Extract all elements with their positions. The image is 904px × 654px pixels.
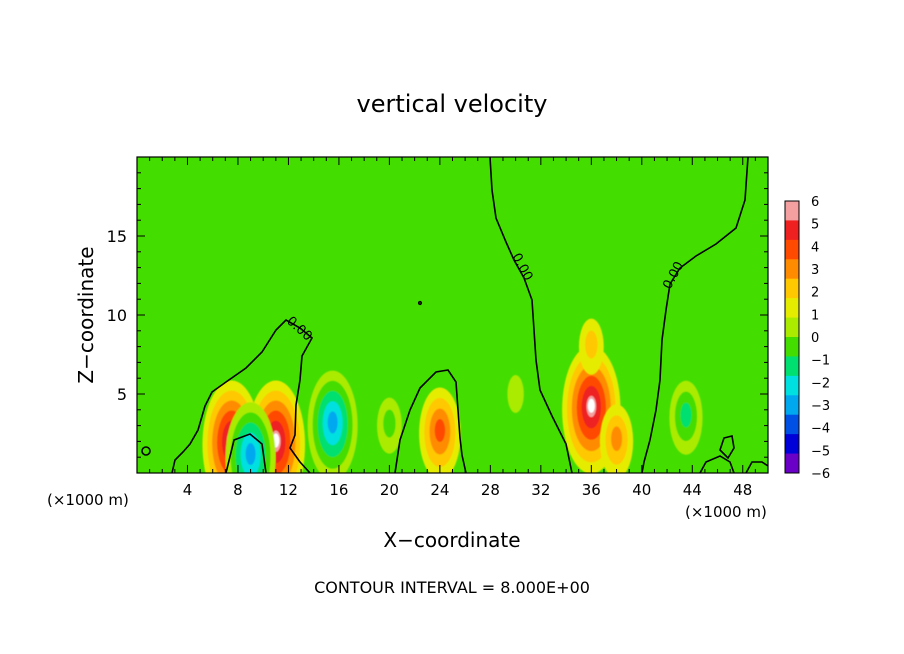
- zero-contours: [141, 157, 768, 473]
- x-tick-label: 12: [279, 481, 298, 499]
- colorbar-label: −1: [811, 354, 830, 369]
- x-tick-label: 8: [233, 481, 243, 499]
- colorbar: 6 5 4 3 2 1 0 −1 −2 −3 −4 −5 −6: [784, 195, 830, 482]
- colorbar-swatch: [785, 395, 799, 416]
- x-tick-label: 40: [632, 481, 651, 499]
- y-tick-label: 5: [117, 385, 127, 404]
- y-axis-label: Z−coordinate: [74, 246, 98, 383]
- colorbar-label: 3: [811, 263, 819, 278]
- anomaly-9-level-1: [507, 375, 524, 413]
- zero-contour-small-1: [225, 433, 267, 473]
- x-unit-left: (×1000 m): [47, 491, 129, 509]
- x-axis: 4 8 12 16 20 24 28 32 36 40 44 48: [149, 157, 756, 499]
- x-tick-label: 44: [683, 481, 702, 499]
- field-anomalies: [202, 318, 703, 473]
- x-tick-label: 24: [430, 481, 449, 499]
- colorbar-swatch: [785, 375, 799, 396]
- zero-contour-small-3: [719, 435, 735, 460]
- anomaly-5-peak: [587, 398, 595, 413]
- anomaly-3-level-5: [327, 411, 338, 434]
- colorbar-swatch: [785, 453, 799, 474]
- x-tick-label: 36: [582, 481, 601, 499]
- colorbar-swatch: [785, 434, 799, 455]
- zero-contour-small-2: [699, 455, 735, 473]
- zero-contour-center: [489, 157, 573, 473]
- colorbar-label: 2: [811, 286, 819, 301]
- colorbar-label: −5: [811, 444, 830, 459]
- colorbar-swatch: [785, 414, 799, 435]
- y-tick-label: 10: [107, 306, 127, 325]
- contour-interval-footer: CONTOUR INTERVAL = 8.000E+00: [314, 578, 590, 597]
- x-tick-label: 28: [481, 481, 500, 499]
- colorbar-label: −6: [811, 467, 830, 482]
- colorbar-swatch: [785, 239, 799, 260]
- anomaly-7-level-3: [611, 426, 623, 452]
- anomaly-6-level-2: [585, 330, 598, 359]
- zero-contour-dot-2: [417, 300, 423, 306]
- colorbar-swatch: [785, 298, 799, 319]
- anomaly-4-level-4: [434, 419, 446, 442]
- zero-contour-mid: [394, 369, 467, 473]
- colorbar-label: 0: [811, 331, 819, 346]
- colorbar-swatch: [785, 220, 799, 241]
- colorbar-label: −2: [811, 376, 830, 391]
- colorbar-label: 5: [811, 218, 819, 233]
- colorbar-swatch: [785, 356, 799, 377]
- anomaly-10-level-2: [383, 409, 396, 438]
- colorbar-frame: [784, 200, 800, 474]
- x-tick-label: 48: [733, 481, 752, 499]
- colorbar-swatch: [785, 259, 799, 280]
- chart-title: vertical velocity: [357, 90, 548, 118]
- zero-contour-dot-1: [141, 446, 151, 456]
- colorbar-label: 1: [811, 308, 819, 323]
- colorbar-swatch: [785, 201, 799, 221]
- colorbar-swatch: [785, 317, 799, 338]
- anomaly-8-level-3: [680, 402, 692, 428]
- x-tick-label: 4: [183, 481, 193, 499]
- colorbar-label: −3: [811, 399, 830, 414]
- y-tick-label: 15: [107, 227, 127, 246]
- colorbar-swatch: [785, 337, 799, 357]
- y-axis: 5 10 15: [107, 172, 768, 458]
- x-tick-label: 16: [329, 481, 348, 499]
- zero-contour-left: [171, 319, 314, 473]
- colorbar-label: −4: [811, 422, 830, 437]
- x-tick-label: 20: [380, 481, 399, 499]
- colorbar-swatch: [785, 278, 799, 299]
- colorbar-label: 6: [811, 195, 819, 210]
- zero-contour-right: [641, 157, 749, 473]
- plot-area: 0.00 0.00 0.00: [137, 157, 768, 473]
- x-axis-label: X−coordinate: [383, 528, 520, 552]
- anomaly-2-level-5: [245, 443, 256, 465]
- x-unit-right: (×1000 m): [685, 503, 767, 521]
- zero-contour-small-4: [745, 461, 768, 473]
- colorbar-label: 4: [811, 240, 819, 255]
- x-tick-label: 32: [531, 481, 550, 499]
